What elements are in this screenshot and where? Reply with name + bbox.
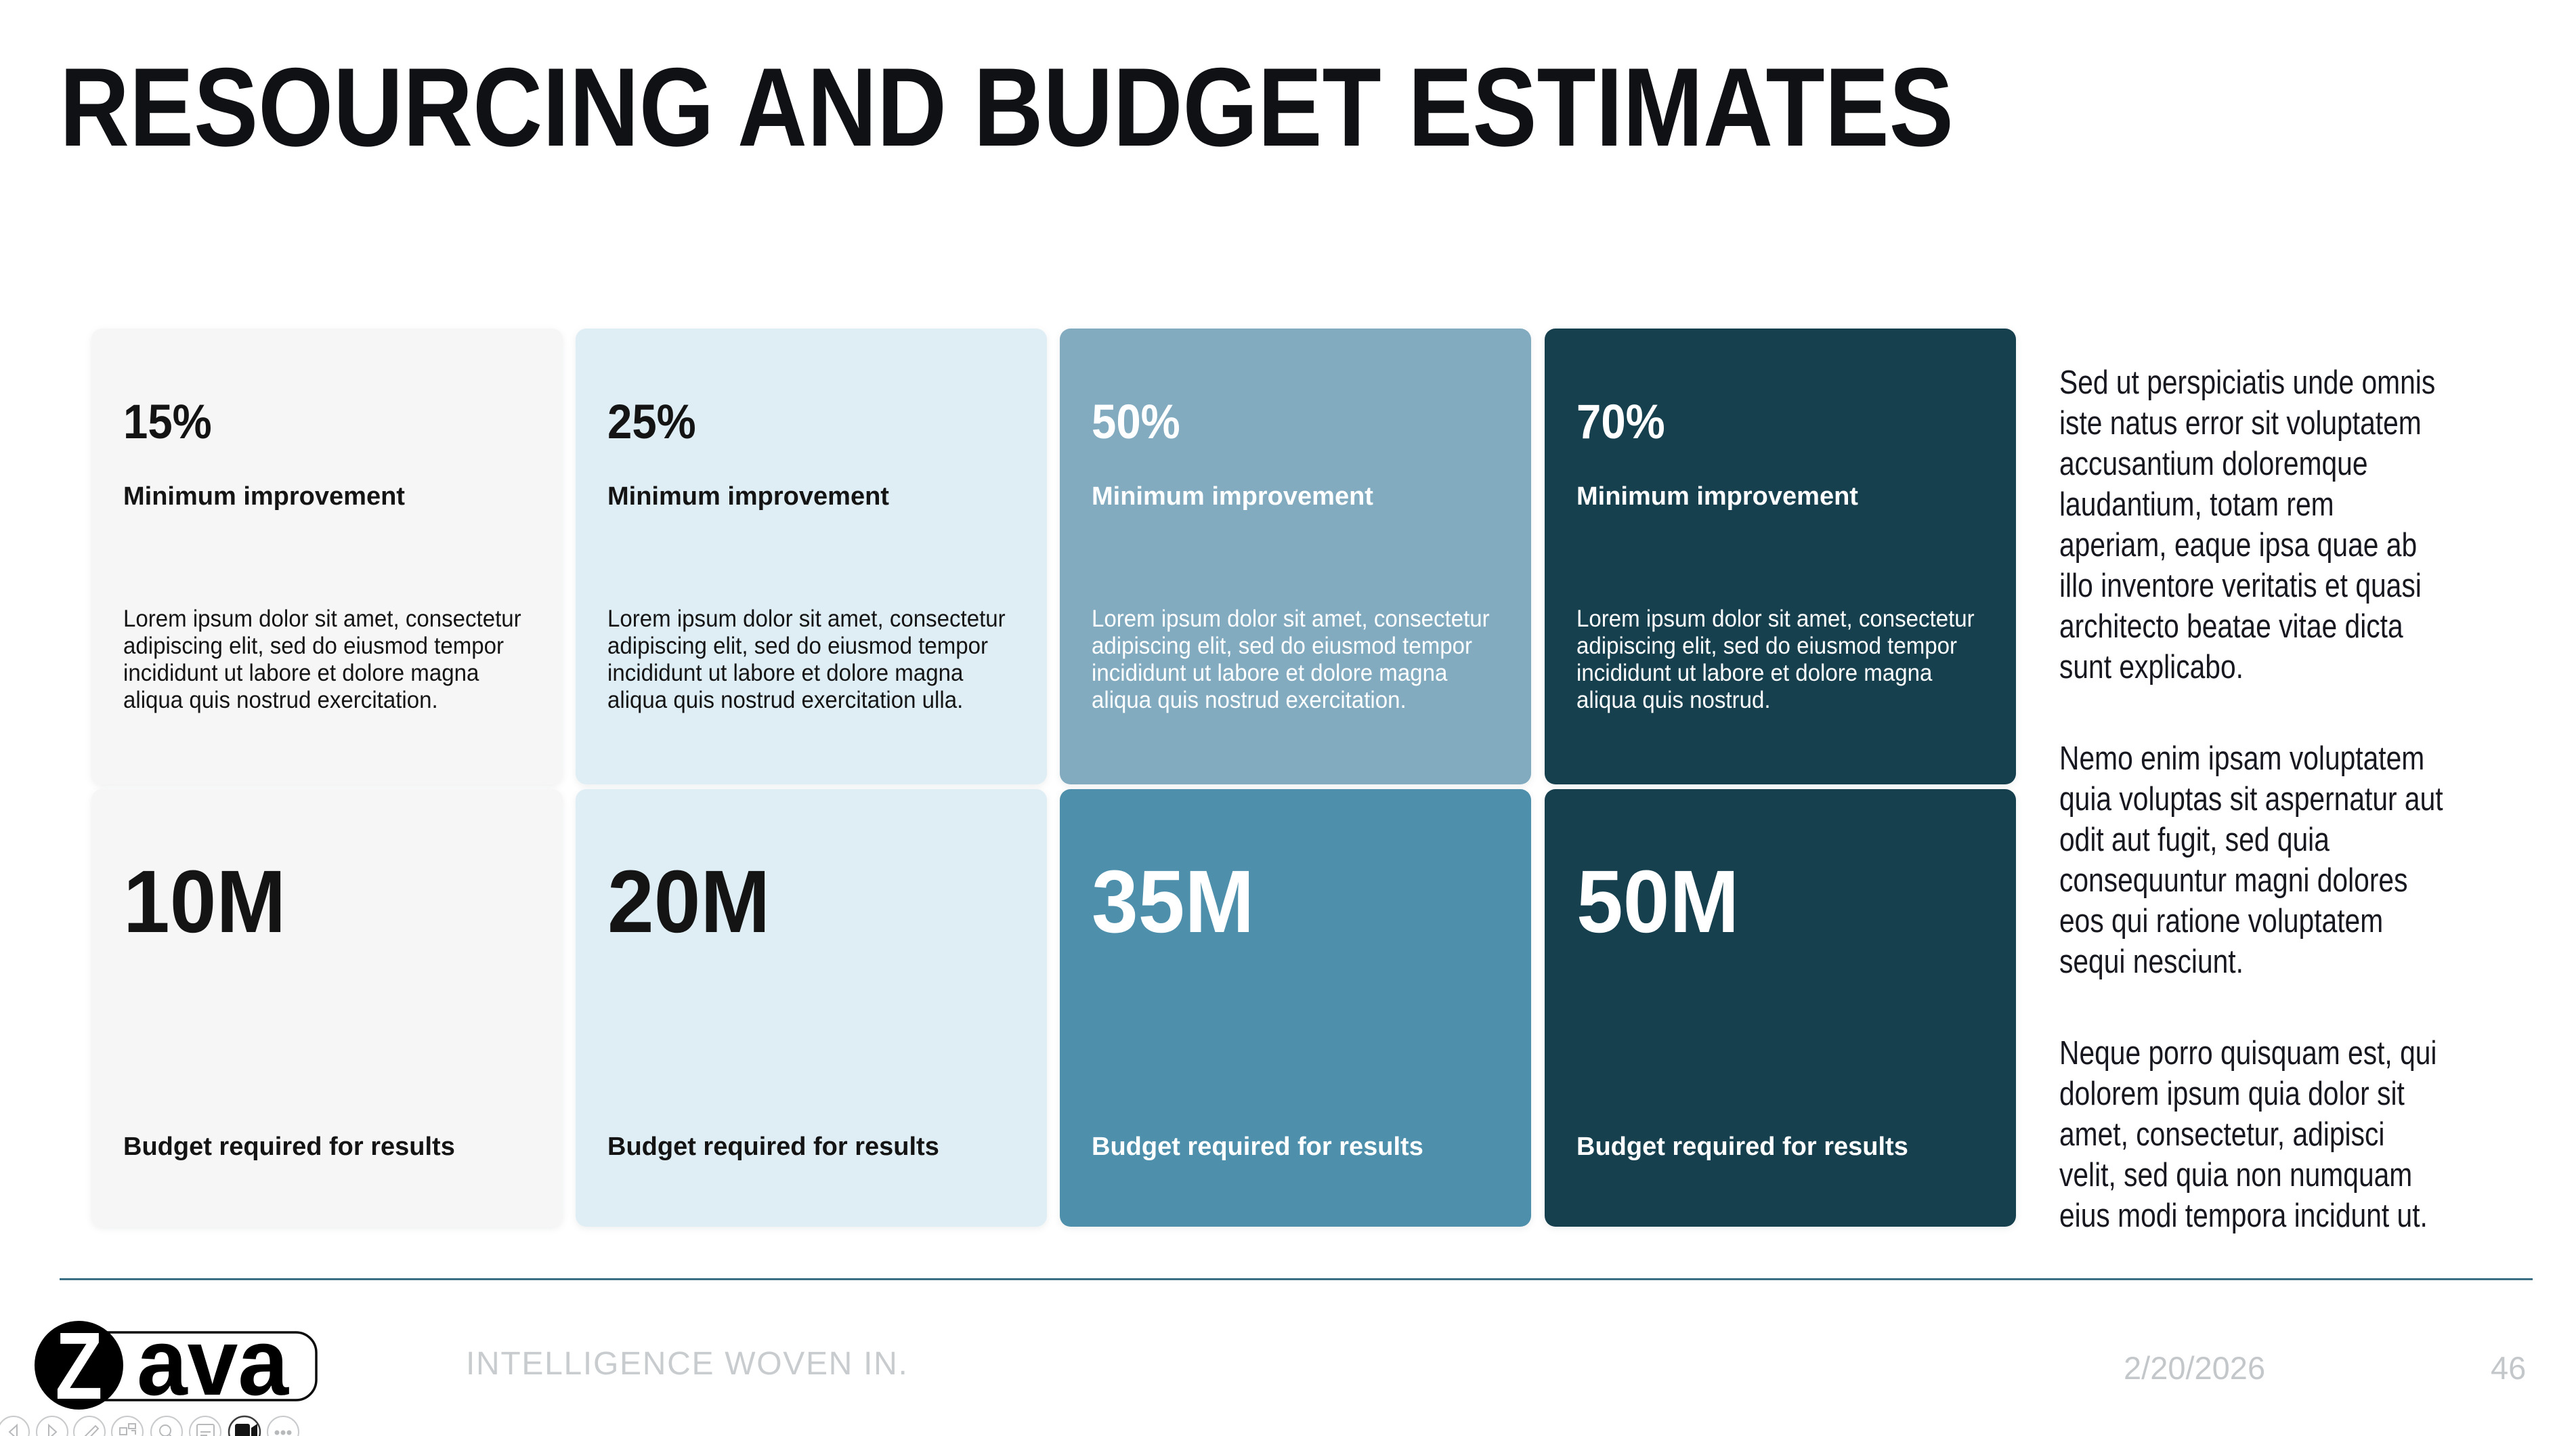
- svg-text:ava: ava: [137, 1314, 289, 1415]
- svg-text:Z: Z: [56, 1314, 103, 1419]
